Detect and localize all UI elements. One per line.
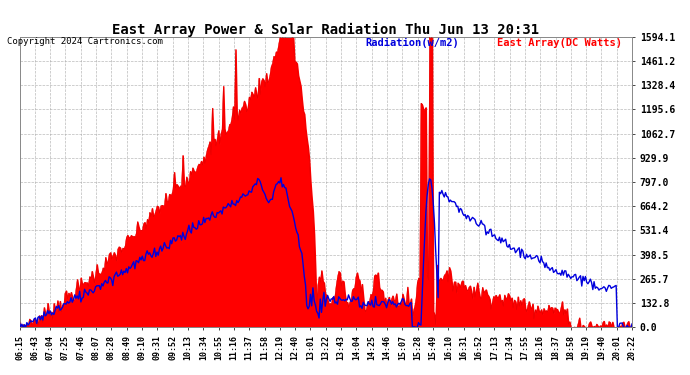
Text: East Array(DC Watts): East Array(DC Watts) <box>497 38 622 48</box>
Title: East Array Power & Solar Radiation Thu Jun 13 20:31: East Array Power & Solar Radiation Thu J… <box>112 22 540 37</box>
Text: Copyright 2024 Cartronics.com: Copyright 2024 Cartronics.com <box>7 38 163 46</box>
Text: Radiation(w/m2): Radiation(w/m2) <box>366 38 460 48</box>
